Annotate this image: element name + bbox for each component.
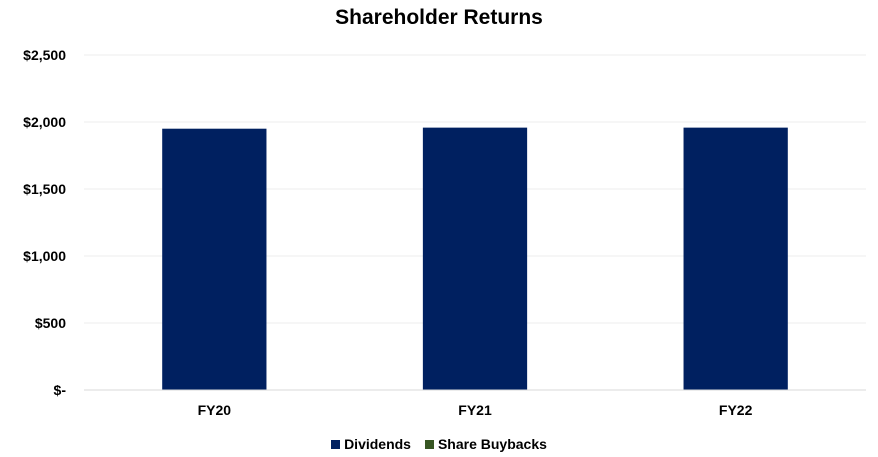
y-axis-ticks: $- $500 $1,000 $1,500 $2,000 $2,500 xyxy=(23,47,66,398)
bar-dividends xyxy=(162,128,267,390)
legend-swatch xyxy=(331,439,341,449)
chart-title: Shareholder Returns xyxy=(335,6,543,29)
legend: Dividends Share Buybacks xyxy=(0,436,878,452)
x-tick-label: FY20 xyxy=(198,402,232,418)
legend-label: Dividends xyxy=(344,436,411,452)
bar-dividends xyxy=(683,127,788,391)
y-tick-label: $2,000 xyxy=(23,114,66,130)
y-tick-label: $1,000 xyxy=(23,248,66,264)
y-tick-label: $2,500 xyxy=(23,47,66,63)
bars xyxy=(162,127,788,391)
bar-dividends xyxy=(422,127,528,391)
legend-label: Share Buybacks xyxy=(437,436,547,452)
x-tick-label: FY22 xyxy=(719,402,753,418)
x-axis-ticks: FY20 FY21 FY22 xyxy=(198,402,753,418)
y-tick-label: $1,500 xyxy=(23,181,66,197)
legend-item: Share Buybacks xyxy=(424,436,547,452)
y-tick-label: $- xyxy=(54,382,67,398)
legend-swatch xyxy=(424,439,434,449)
legend-item: Dividends xyxy=(331,436,411,452)
y-tick-label: $500 xyxy=(35,315,66,331)
x-tick-label: FY21 xyxy=(458,402,492,418)
